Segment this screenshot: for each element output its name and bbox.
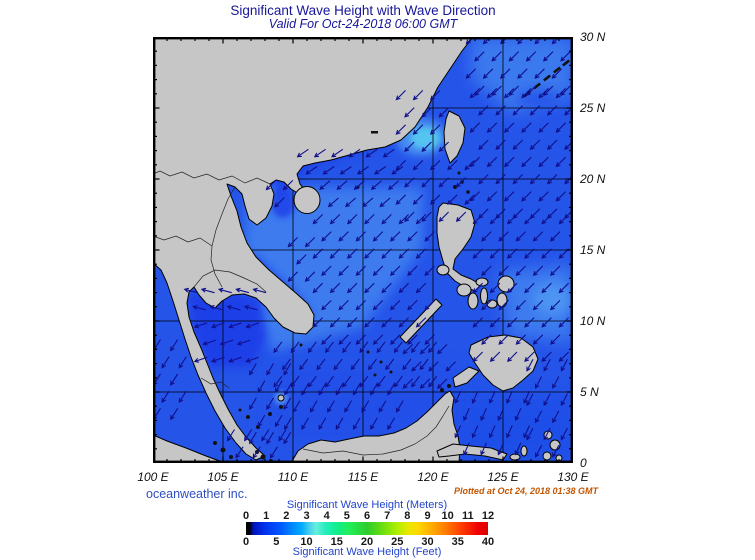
legend-feet-ticks: 0 5 10 15 20 25 30 35 40 — [242, 536, 494, 548]
land-visayas — [456, 275, 515, 310]
land-taiwan — [443, 110, 466, 164]
legend-tick: 10 — [300, 536, 313, 548]
lat-label: 15 N — [580, 243, 606, 257]
legend-meters-ticks: 0 1 2 3 4 5 6 7 8 9 10 11 12 — [242, 510, 494, 522]
lon-label: 115 E — [347, 470, 379, 484]
legend-tick: 9 — [424, 510, 431, 522]
lat-label: 20 N — [580, 172, 606, 186]
legend-tick: 40 — [481, 536, 495, 548]
plotted-at-text: Plotted at Oct 24, 2018 01:38 GMT — [453, 486, 598, 496]
lat-label: 10 N — [580, 314, 606, 328]
lon-label: 100 E — [137, 470, 169, 484]
lon-label: 110 E — [277, 470, 309, 484]
lon-label: 130 E — [557, 470, 589, 484]
lat-label: 5 N — [580, 385, 599, 399]
credit-text: oceanweather inc. — [146, 487, 248, 501]
land-borneo — [290, 390, 461, 463]
map-frame — [153, 37, 573, 463]
wave-direction-arrows — [153, 37, 573, 459]
legend-colorbar — [246, 522, 488, 535]
page-subtitle: Valid For Oct-24-2018 06:00 GMT — [268, 17, 458, 31]
legend-tick: 0 — [242, 536, 250, 548]
lon-label: 105 E — [207, 470, 239, 484]
legend-tick: 12 — [481, 510, 495, 522]
page-title: Significant Wave Height with Wave Direct… — [230, 3, 496, 18]
land-masses — [153, 37, 570, 463]
land-palawan — [399, 298, 443, 344]
legend-tick: 20 — [360, 536, 374, 548]
legend-tick: 25 — [391, 536, 404, 548]
small-islands — [213, 131, 470, 463]
lon-label: 120 E — [417, 470, 449, 484]
legend-tick: 6 — [363, 510, 371, 522]
land-sumatra — [153, 434, 226, 463]
legend-tick: 8 — [404, 510, 411, 522]
legend-tick: 2 — [283, 510, 290, 522]
legend-tick: 15 — [330, 536, 343, 548]
country-borders — [153, 170, 450, 456]
legend-tick: 0 — [242, 510, 250, 522]
map-canvas — [153, 37, 573, 463]
lon-label: 125 E — [487, 470, 519, 484]
legend-tick: 10 — [441, 510, 454, 522]
lat-label: 0 — [580, 456, 587, 470]
legend-tick: 30 — [421, 536, 434, 548]
legend-feet-title: Significant Wave Height (Feet) — [292, 546, 442, 558]
legend-tick: 1 — [263, 510, 270, 522]
legend-tick: 4 — [323, 510, 330, 522]
legend-tick: 11 — [462, 510, 474, 522]
land-natuna — [277, 394, 285, 402]
lat-label: 25 N — [580, 101, 606, 115]
land-mindanao — [468, 334, 539, 392]
legend-tick: 3 — [303, 510, 310, 522]
legend-tick: 5 — [343, 510, 350, 522]
lat-label: 30 N — [580, 30, 606, 44]
legend-tick: 5 — [273, 536, 280, 548]
land-hainan — [293, 186, 321, 214]
map-border — [153, 37, 573, 463]
land-zamboanga — [452, 366, 480, 388]
legend-meters-title: Significant Wave Height (Meters) — [286, 499, 448, 511]
legend-tick: 35 — [451, 536, 464, 548]
legend-tick: 7 — [384, 510, 391, 522]
land-mindoro — [436, 264, 450, 276]
